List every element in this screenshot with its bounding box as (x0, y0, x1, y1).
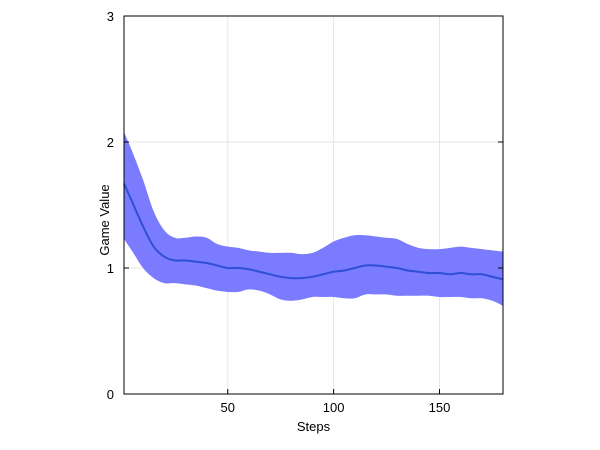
x-tick-label-0: 50 (221, 400, 235, 415)
y-tick-label-3: 3 (107, 9, 114, 24)
x-axis-label: Steps (297, 419, 331, 434)
x-tick-label-1: 100 (323, 400, 345, 415)
grid (124, 16, 503, 394)
plot-frame (123, 15, 504, 395)
y-axis-label: Game Value (97, 184, 112, 255)
x-tick-label-2: 150 (429, 400, 451, 415)
confidence-band (124, 131, 503, 306)
y-tick-label-0: 0 (107, 387, 114, 402)
y-tick-label-1: 1 (107, 261, 114, 276)
y-tick-label-2: 2 (107, 135, 114, 150)
axis-ticks: 50 100 150 0 1 2 3 (107, 9, 503, 415)
mean-line (123, 183, 504, 281)
